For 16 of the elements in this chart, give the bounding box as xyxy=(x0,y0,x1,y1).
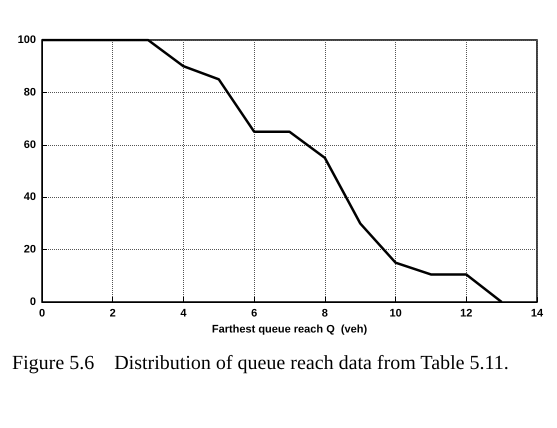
y-tick-label: 20 xyxy=(24,244,36,256)
x-tick-label: 6 xyxy=(251,308,258,320)
x-tick-label: 0 xyxy=(38,308,46,320)
x-tick-label: 10 xyxy=(389,308,402,320)
y-tick-label: 40 xyxy=(24,191,36,204)
y-tick-label: 80 xyxy=(24,86,36,98)
x-tick-label: 4 xyxy=(180,308,188,320)
y-tick-label: 0 xyxy=(30,296,36,308)
x-tick-label: 12 xyxy=(460,308,472,320)
x-axis-title: Farthest queue reach Q (veh) xyxy=(212,323,368,336)
x-tick-label: 2 xyxy=(110,308,116,320)
y-tick-label: 100 xyxy=(18,34,36,46)
caption: Figure 5.6 Distribution of queue reach data from Table 5.11. xyxy=(12,352,509,374)
x-tick-label: 8 xyxy=(322,308,328,320)
y-tick-label: 60 xyxy=(24,138,36,151)
x-tick-label: 14 xyxy=(530,308,544,320)
